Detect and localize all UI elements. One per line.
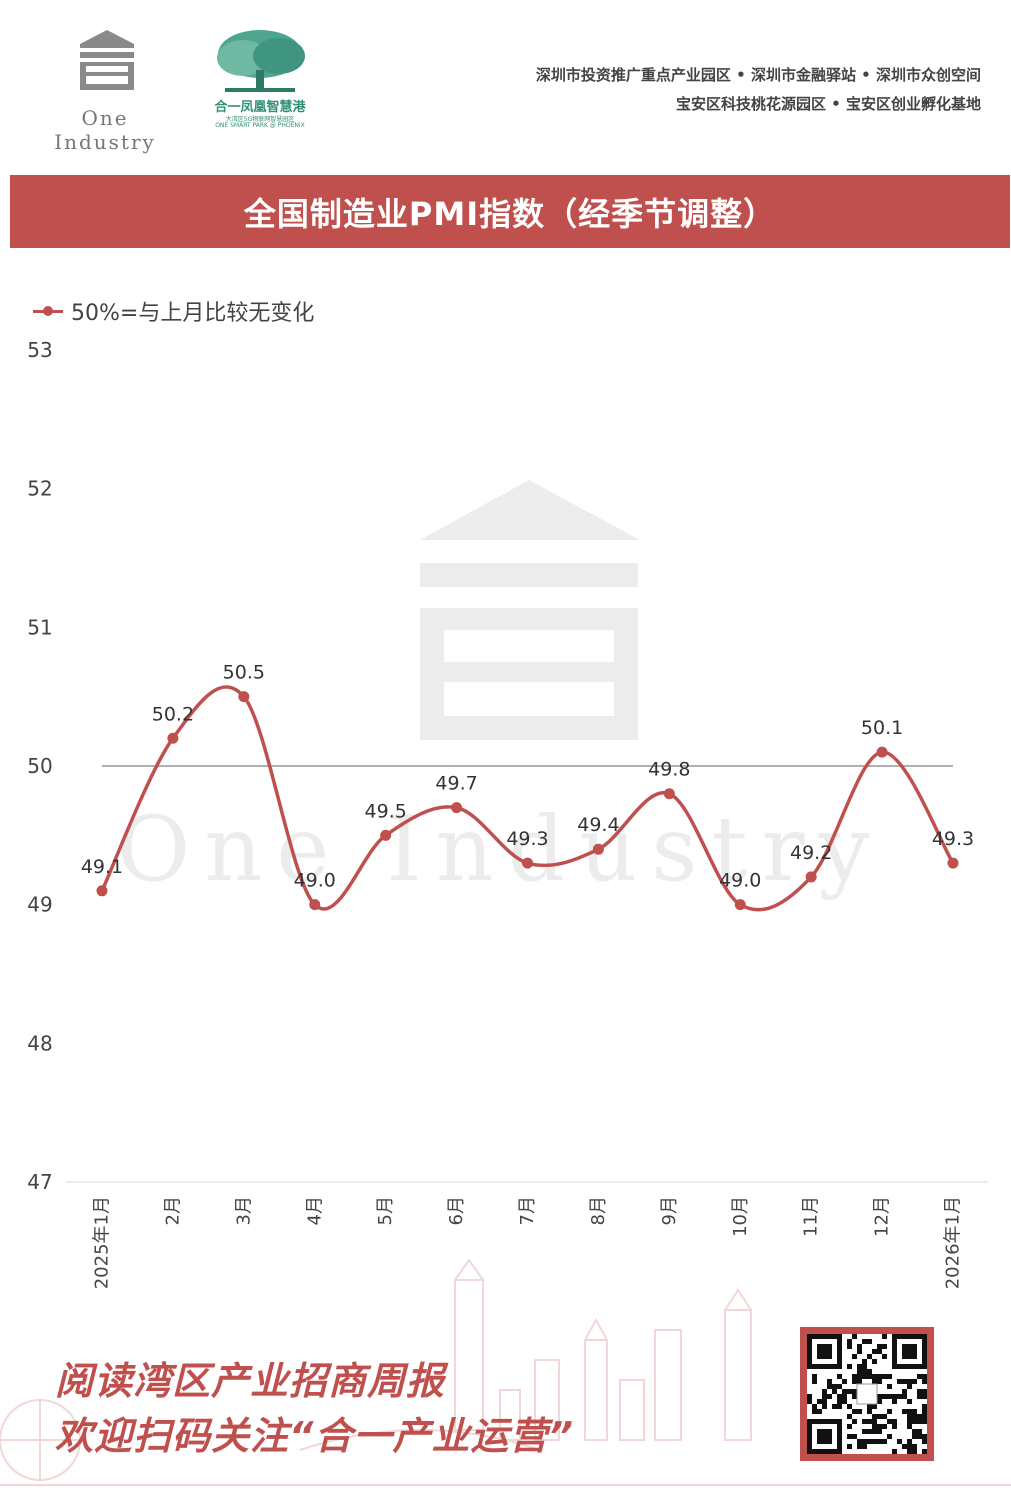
data-labels: 49.1 50.2 50.5 49.0 49.5 49.7 49.3 49.4 49.8 49.0…	[81, 662, 974, 892]
legend: 50%=与上月比较无变化	[33, 296, 314, 326]
y-tick-label: 52	[27, 477, 52, 501]
data-point	[238, 691, 250, 703]
data-point	[805, 871, 817, 883]
y-tick-label: 47	[27, 1170, 52, 1194]
data-label: 49.7	[435, 773, 477, 795]
qr-code-icon	[807, 1334, 927, 1454]
tagline-line-2: 宝安区科技桃花源园区 • 宝安区创业孵化基地	[675, 95, 981, 113]
x-tick-label: 7月	[517, 1196, 538, 1225]
y-tick-label: 49	[27, 893, 52, 917]
pmi-line-chart: One Industry 47 48 49 50 51 52 53 2025年1月 2月 3月 4…	[27, 338, 988, 1289]
x-tick-label: 11月	[801, 1196, 822, 1237]
x-tick-label: 4月	[304, 1196, 325, 1225]
data-point	[947, 857, 959, 869]
data-point	[876, 746, 888, 758]
data-label: 49.1	[81, 856, 123, 878]
chart-title: 全国制造业PMI指数（经季节调整）	[243, 194, 777, 233]
x-tick-label: 12月	[872, 1196, 893, 1237]
park-logo: 合一凤凰智慧港 大湾区5G物联网智慧园区 ONE SMART PARK @ PH…	[205, 28, 315, 138]
y-tick-label: 50	[27, 754, 52, 778]
logo-wordmark: One Industry	[54, 106, 156, 154]
tagline-line-1: 深圳市投资推广重点产业园区 • 深圳市金融驿站 • 深圳市众创空间	[535, 66, 981, 84]
data-point	[522, 857, 533, 869]
data-point	[451, 802, 463, 814]
data-point	[96, 885, 108, 897]
x-tick-label: 2月	[162, 1196, 183, 1225]
data-point	[663, 788, 675, 800]
promo-line-1: 阅读湾区产业招商周报	[55, 1359, 446, 1403]
data-label: 50.2	[152, 703, 194, 725]
data-label: 49.2	[790, 842, 832, 864]
data-point	[309, 899, 321, 911]
data-label: 49.4	[577, 814, 619, 836]
x-tick-label: 6月	[446, 1196, 467, 1225]
data-point	[592, 843, 604, 855]
city-skyline-icon	[0, 1258, 1011, 1486]
legend-label: 50%=与上月比较无变化	[71, 301, 315, 326]
watermark-text: One Industry	[117, 797, 884, 902]
y-tick-label: 48	[27, 1031, 52, 1055]
x-tick-label: 5月	[375, 1196, 396, 1225]
x-tick-label: 8月	[588, 1196, 609, 1225]
y-axis: 47 48 49 50 51 52 53	[27, 338, 52, 1194]
series-group	[96, 685, 959, 912]
data-label: 49.5	[365, 800, 407, 822]
park-name: 合一凤凰智慧港	[214, 100, 306, 115]
data-label: 49.3	[506, 828, 548, 850]
data-label: 49.0	[294, 870, 336, 892]
x-tick-label: 10月	[730, 1196, 751, 1237]
data-label: 50.1	[861, 717, 903, 739]
legend-line-marker-icon	[33, 303, 63, 319]
data-label: 49.3	[932, 828, 974, 850]
data-point	[380, 829, 392, 841]
data-label: 49.0	[719, 870, 761, 892]
x-axis: 2025年1月 2月 3月 4月 5月 6月 7月 8月 9月 10月 11月 12月 2026年1月	[66, 1181, 988, 1289]
footer: 阅读湾区产业招商周报 欢迎扫码关注“合一产业运营”	[0, 1250, 1011, 1493]
park-subtitle-cn: 大湾区5G物联网智慧园区	[225, 116, 295, 123]
watermark: One Industry	[117, 480, 884, 902]
promo-line-2: 欢迎扫码关注“合一产业运营”	[55, 1414, 574, 1458]
title-banner: 全国制造业PMI指数（经季节调整）	[10, 175, 1010, 248]
x-tick-label: 9月	[659, 1196, 680, 1225]
one-industry-logo: One Industry	[30, 30, 180, 154]
data-label: 49.8	[648, 759, 690, 781]
qr-code[interactable]	[800, 1327, 934, 1461]
tree-icon	[217, 30, 305, 92]
data-point	[167, 732, 179, 744]
data-point	[734, 899, 746, 911]
y-tick-label: 53	[27, 338, 52, 362]
x-tick-label: 2025年1月	[92, 1196, 113, 1289]
one-industry-logo-icon	[80, 30, 134, 90]
x-tick-label: 2026年1月	[943, 1196, 964, 1289]
data-label: 50.5	[223, 662, 265, 684]
y-tick-label: 51	[27, 615, 52, 639]
x-tick-label: 3月	[233, 1196, 254, 1225]
park-subtitle-en: ONE SMART PARK @ PHOENIX	[215, 122, 305, 129]
